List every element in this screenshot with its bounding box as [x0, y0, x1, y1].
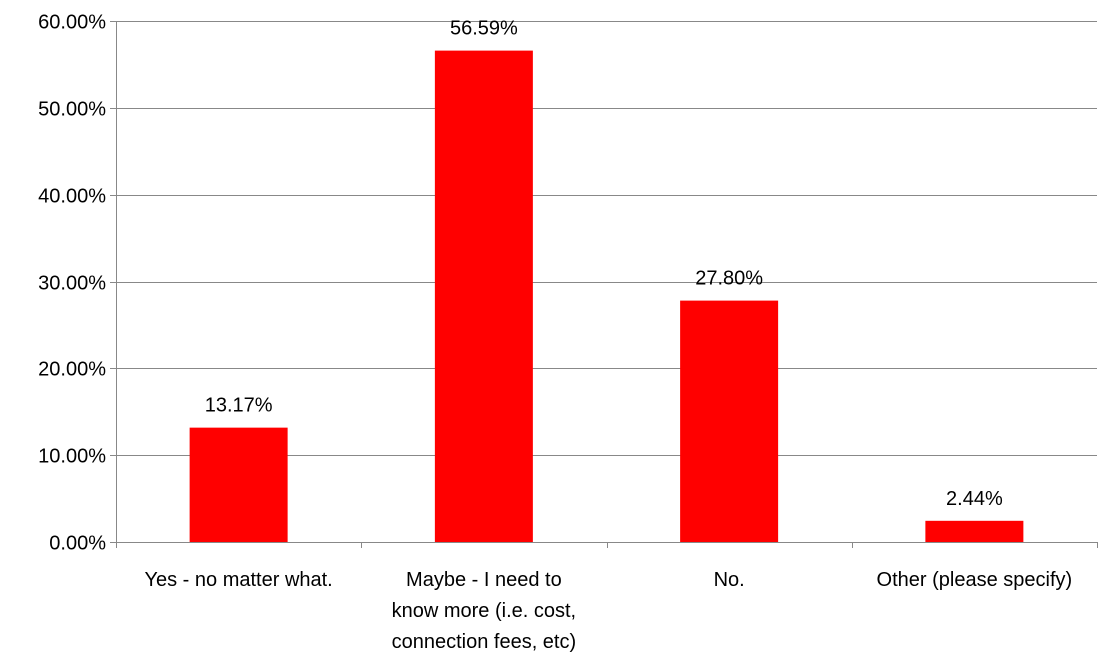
data-label: 13.17% — [205, 395, 273, 417]
gridlines — [116, 21, 1097, 456]
axes — [110, 21, 1098, 548]
y-tick-label: 40.00% — [38, 186, 106, 208]
data-label: 27.80% — [695, 268, 763, 290]
y-tick-label: 30.00% — [38, 273, 106, 295]
x-category-labels: Yes - no matter what. Maybe - I need to kn… — [145, 569, 1073, 653]
data-labels: 13.17% 56.59% 27.80% 2.44% — [205, 18, 1003, 510]
y-tick-labels: 0.00% 10.00% 20.00% 30.00% 40.00% 50.00% 60.00… — [38, 12, 106, 555]
y-tick-label: 60.00% — [38, 12, 106, 34]
x-category-label: Yes - no matter what. — [145, 569, 333, 591]
bar — [434, 50, 533, 542]
x-category-label: Maybe - I need to — [406, 569, 562, 591]
bar — [189, 427, 288, 542]
bar — [925, 520, 1024, 542]
data-label: 56.59% — [450, 18, 518, 40]
data-label: 2.44% — [946, 488, 1003, 510]
bars — [189, 50, 1024, 542]
y-tick-label: 50.00% — [38, 99, 106, 121]
x-category-label: connection fees, etc) — [392, 631, 577, 653]
x-category-label: know more (i.e. cost, — [392, 600, 577, 622]
y-tick-label: 20.00% — [38, 359, 106, 381]
x-category-label: No. — [714, 569, 745, 591]
y-tick-label: 0.00% — [49, 533, 106, 555]
bar — [680, 300, 779, 542]
y-tick-label: 10.00% — [38, 446, 106, 468]
x-category-label: Other (please specify) — [877, 569, 1073, 591]
